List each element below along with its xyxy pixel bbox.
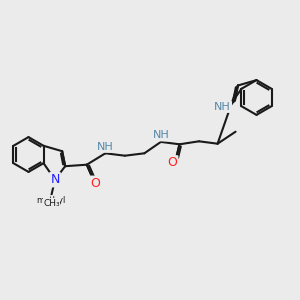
Text: NH: NH: [153, 130, 170, 140]
Text: CH₃: CH₃: [43, 199, 60, 208]
Text: NH: NH: [214, 102, 231, 112]
Text: N: N: [50, 173, 60, 186]
Text: NH: NH: [97, 142, 114, 152]
Text: O: O: [167, 156, 177, 170]
Text: O: O: [90, 177, 100, 190]
Text: methyl: methyl: [37, 196, 66, 205]
